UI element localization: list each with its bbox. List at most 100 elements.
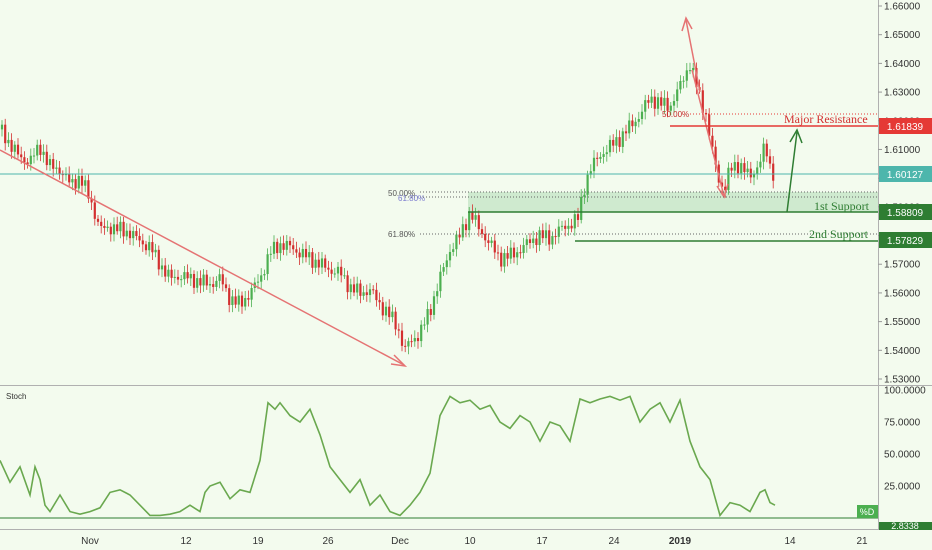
candle-up bbox=[349, 284, 352, 293]
candle-down bbox=[471, 211, 474, 220]
candle-up bbox=[42, 151, 45, 155]
stoch-axis[interactable]: 100.0000 75.0000 50.0000 25.0000 bbox=[884, 386, 926, 493]
candle-up bbox=[272, 241, 276, 254]
candle-up bbox=[560, 225, 564, 227]
candle-down bbox=[647, 100, 650, 103]
candle-up bbox=[672, 101, 676, 106]
candle-down bbox=[464, 224, 468, 231]
candle-up bbox=[368, 289, 372, 296]
candle-up bbox=[218, 274, 221, 281]
price-tick-label: 1.55000 bbox=[884, 317, 921, 328]
date-tick-label: 14 bbox=[784, 536, 796, 547]
stoch-pane[interactable] bbox=[0, 387, 878, 527]
date-tick-label: Nov bbox=[81, 536, 99, 547]
candle-down bbox=[170, 269, 173, 278]
candle-up bbox=[320, 258, 324, 268]
candle-down bbox=[340, 266, 343, 276]
fib-618-lower-label: 61.80% bbox=[388, 230, 415, 239]
candle-up bbox=[32, 155, 36, 157]
candle-up bbox=[285, 240, 288, 250]
candle-up bbox=[557, 226, 560, 237]
candle-up bbox=[420, 324, 423, 342]
candle-up bbox=[573, 214, 576, 229]
candle-down bbox=[205, 274, 208, 286]
candle-up bbox=[676, 89, 679, 102]
candle-up bbox=[490, 240, 493, 243]
candle-up bbox=[474, 215, 477, 220]
candle-down bbox=[730, 167, 733, 171]
candle-down bbox=[535, 238, 538, 246]
candle-up bbox=[0, 124, 4, 130]
candle-down bbox=[365, 292, 368, 296]
resistance-price-badge bbox=[879, 118, 932, 134]
candle-down bbox=[512, 247, 516, 258]
candle-down bbox=[736, 162, 740, 174]
candle-down bbox=[388, 306, 391, 318]
candle-down bbox=[666, 97, 669, 111]
candle-down bbox=[141, 240, 144, 245]
candle-up bbox=[132, 231, 135, 239]
candle-up bbox=[173, 276, 176, 278]
candle-up bbox=[333, 273, 336, 275]
candle-down bbox=[138, 236, 141, 241]
price-axis[interactable]: 1.660001.650001.640001.630001.620001.610… bbox=[878, 2, 921, 386]
candle-down bbox=[151, 242, 154, 253]
candle-down bbox=[487, 240, 490, 243]
candle-up bbox=[637, 119, 640, 122]
candle-up bbox=[644, 100, 647, 112]
first-support-text: 1.58809 bbox=[887, 208, 924, 219]
date-tick-label: 10 bbox=[464, 536, 476, 547]
candle-down bbox=[100, 221, 103, 226]
candle-up bbox=[640, 111, 644, 120]
candle-up bbox=[669, 105, 672, 111]
candle-up bbox=[615, 137, 618, 146]
candle-down bbox=[711, 135, 714, 147]
candle-up bbox=[685, 70, 688, 81]
second-support-badge bbox=[879, 232, 932, 248]
price-tick-label: 1.57000 bbox=[884, 260, 921, 271]
candle-up bbox=[580, 196, 583, 220]
green-up-arrow-shaft bbox=[786, 131, 798, 213]
candle-up bbox=[426, 309, 429, 325]
candle-up bbox=[759, 161, 762, 168]
price-tick-label: 1.65000 bbox=[884, 30, 921, 41]
candle-down bbox=[90, 198, 93, 203]
candle-down bbox=[157, 249, 160, 270]
candle-up bbox=[48, 159, 52, 166]
first-support-badge bbox=[879, 204, 932, 220]
candle-up bbox=[189, 273, 192, 279]
candle-up bbox=[407, 341, 410, 347]
candle-down bbox=[480, 229, 484, 234]
candle-down bbox=[528, 239, 532, 244]
candle-down bbox=[116, 224, 119, 232]
date-tick-label: 17 bbox=[536, 536, 548, 547]
candle-down bbox=[500, 252, 503, 267]
candle-up bbox=[208, 284, 212, 286]
stoch-tick-label: 25.0000 bbox=[884, 482, 921, 493]
candle-down bbox=[228, 288, 231, 306]
resistance-price-text: 1.61839 bbox=[887, 122, 924, 133]
candle-up bbox=[160, 265, 164, 270]
current-price-text: 1.60127 bbox=[887, 170, 924, 181]
candle-up bbox=[592, 157, 596, 172]
candle-up bbox=[13, 144, 16, 152]
candle-up bbox=[567, 225, 570, 229]
stoch-last-text: 2.8338 bbox=[891, 521, 919, 531]
candle-down bbox=[768, 156, 772, 164]
stoch-tick-label: 75.0000 bbox=[884, 418, 921, 429]
candle-down bbox=[458, 234, 461, 238]
candle-down bbox=[416, 338, 420, 342]
candle-down bbox=[288, 240, 292, 246]
candle-down bbox=[352, 284, 356, 293]
candle-up bbox=[602, 154, 605, 157]
candle-down bbox=[346, 275, 349, 293]
candle-up bbox=[413, 338, 416, 342]
time-axis[interactable]: Nov 12 19 26 Dec 10 17 24 2019 14 21 bbox=[81, 536, 868, 547]
candle-down bbox=[631, 120, 634, 127]
candle-down bbox=[52, 159, 55, 169]
stoch-title: Stoch bbox=[6, 392, 26, 401]
candle-down bbox=[660, 97, 663, 106]
candle-up bbox=[423, 324, 426, 326]
candle-up bbox=[148, 242, 151, 251]
